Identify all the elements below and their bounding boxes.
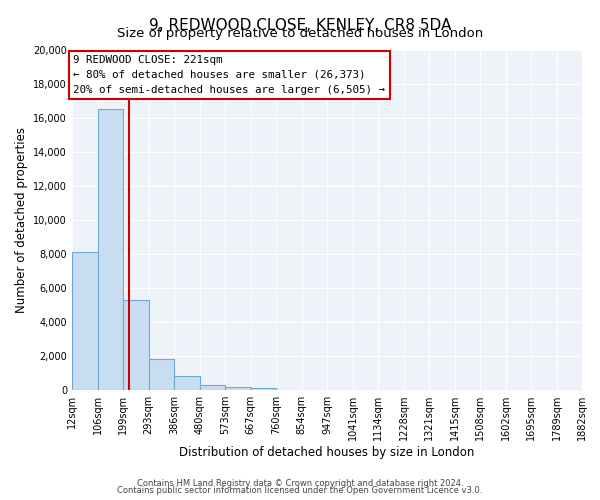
Bar: [174, 376, 200, 390]
Bar: [149, 359, 174, 390]
X-axis label: Distribution of detached houses by size in London: Distribution of detached houses by size …: [179, 446, 475, 459]
Text: Size of property relative to detached houses in London: Size of property relative to detached ho…: [117, 28, 483, 40]
Bar: [225, 387, 251, 390]
Bar: [123, 300, 149, 390]
Text: Contains public sector information licensed under the Open Government Licence v3: Contains public sector information licen…: [118, 486, 482, 495]
Text: 9, REDWOOD CLOSE, KENLEY, CR8 5DA: 9, REDWOOD CLOSE, KENLEY, CR8 5DA: [149, 18, 451, 32]
Y-axis label: Number of detached properties: Number of detached properties: [15, 127, 28, 313]
Text: 9 REDWOOD CLOSE: 221sqm
← 80% of detached houses are smaller (26,373)
20% of sem: 9 REDWOOD CLOSE: 221sqm ← 80% of detache…: [73, 55, 385, 94]
Bar: [251, 388, 276, 390]
Text: Contains HM Land Registry data © Crown copyright and database right 2024.: Contains HM Land Registry data © Crown c…: [137, 478, 463, 488]
Bar: [72, 252, 98, 390]
Bar: [98, 108, 123, 390]
Bar: [200, 385, 225, 390]
